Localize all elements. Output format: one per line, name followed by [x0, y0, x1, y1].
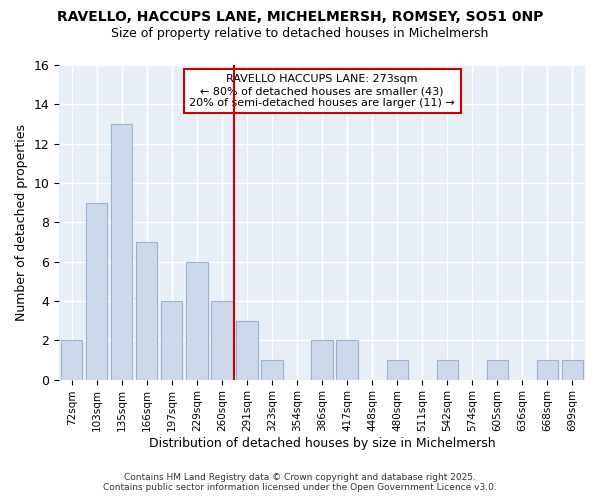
Bar [337, 340, 358, 380]
Bar [111, 124, 133, 380]
Bar [562, 360, 583, 380]
Bar [61, 340, 82, 380]
Bar [161, 301, 182, 380]
Text: RAVELLO HACCUPS LANE: 273sqm
← 80% of detached houses are smaller (43)
20% of se: RAVELLO HACCUPS LANE: 273sqm ← 80% of de… [189, 74, 455, 108]
Bar [437, 360, 458, 380]
Bar [487, 360, 508, 380]
Bar [186, 262, 208, 380]
Bar [537, 360, 558, 380]
Bar [86, 202, 107, 380]
Bar [386, 360, 408, 380]
Bar [236, 320, 257, 380]
Bar [136, 242, 157, 380]
Bar [262, 360, 283, 380]
Text: RAVELLO, HACCUPS LANE, MICHELMERSH, ROMSEY, SO51 0NP: RAVELLO, HACCUPS LANE, MICHELMERSH, ROMS… [57, 10, 543, 24]
Bar [311, 340, 333, 380]
Bar [211, 301, 233, 380]
X-axis label: Distribution of detached houses by size in Michelmersh: Distribution of detached houses by size … [149, 437, 496, 450]
Y-axis label: Number of detached properties: Number of detached properties [15, 124, 28, 321]
Text: Size of property relative to detached houses in Michelmersh: Size of property relative to detached ho… [112, 28, 488, 40]
Text: Contains HM Land Registry data © Crown copyright and database right 2025.
Contai: Contains HM Land Registry data © Crown c… [103, 473, 497, 492]
